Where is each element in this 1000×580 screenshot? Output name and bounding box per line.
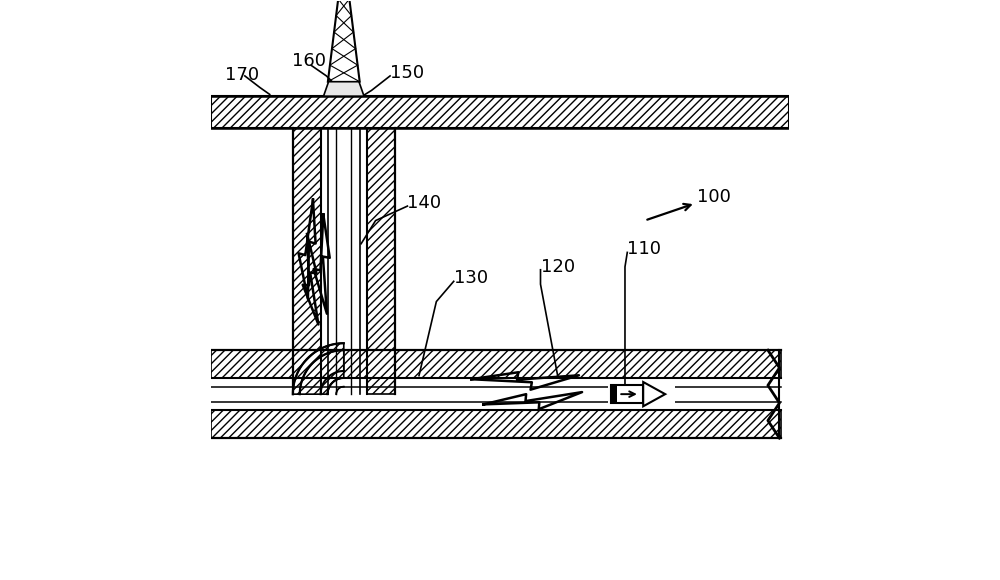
Bar xyxy=(611,386,617,403)
Text: 150: 150 xyxy=(390,64,424,82)
Text: 110: 110 xyxy=(627,241,661,259)
Text: 130: 130 xyxy=(454,270,488,288)
Bar xyxy=(211,96,789,128)
Bar xyxy=(211,411,781,438)
Polygon shape xyxy=(324,82,364,96)
Polygon shape xyxy=(293,343,344,394)
Text: 120: 120 xyxy=(541,258,575,276)
Bar xyxy=(293,128,321,394)
Bar xyxy=(367,128,395,394)
Text: 140: 140 xyxy=(407,194,442,212)
Text: 170: 170 xyxy=(225,66,259,84)
Bar xyxy=(608,386,675,403)
Bar xyxy=(211,350,781,378)
Polygon shape xyxy=(300,350,344,394)
Text: 100: 100 xyxy=(697,188,731,206)
Bar xyxy=(611,386,643,403)
Text: 160: 160 xyxy=(292,52,326,70)
Polygon shape xyxy=(643,382,665,407)
